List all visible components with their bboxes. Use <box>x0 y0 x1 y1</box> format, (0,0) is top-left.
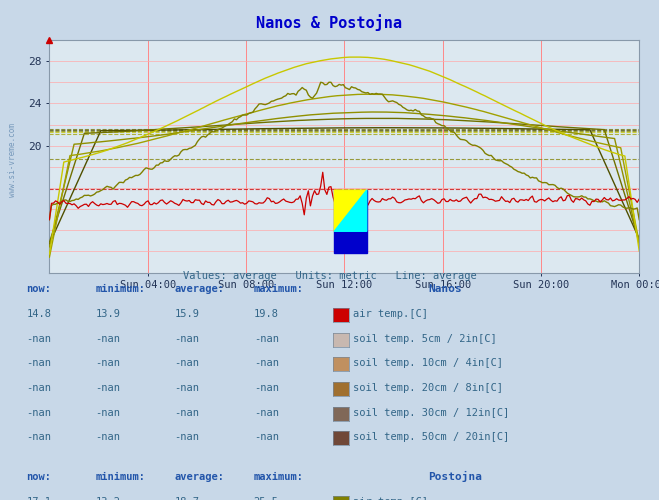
Bar <box>334 190 367 254</box>
Text: -nan: -nan <box>26 383 51 393</box>
Text: Values: average   Units: metric   Line: average: Values: average Units: metric Line: aver… <box>183 271 476 281</box>
Text: 13.2: 13.2 <box>96 496 121 500</box>
Text: maximum:: maximum: <box>254 472 304 482</box>
Text: -nan: -nan <box>254 432 279 442</box>
Text: maximum:: maximum: <box>254 284 304 294</box>
Text: soil temp. 50cm / 20in[C]: soil temp. 50cm / 20in[C] <box>353 432 509 442</box>
Text: www.si-vreme.com: www.si-vreme.com <box>8 123 17 197</box>
Text: minimum:: minimum: <box>96 472 146 482</box>
Text: -nan: -nan <box>254 358 279 368</box>
Text: -nan: -nan <box>26 432 51 442</box>
Text: soil temp. 10cm / 4in[C]: soil temp. 10cm / 4in[C] <box>353 358 503 368</box>
Text: Postojna: Postojna <box>428 471 482 482</box>
Text: -nan: -nan <box>175 358 200 368</box>
Text: -nan: -nan <box>175 432 200 442</box>
Text: 13.9: 13.9 <box>96 309 121 319</box>
Text: -nan: -nan <box>96 432 121 442</box>
Text: 14.8: 14.8 <box>26 309 51 319</box>
Text: 18.7: 18.7 <box>175 496 200 500</box>
Text: Nanos & Postojna: Nanos & Postojna <box>256 14 403 31</box>
Text: 25.5: 25.5 <box>254 496 279 500</box>
Text: -nan: -nan <box>96 383 121 393</box>
Text: minimum:: minimum: <box>96 284 146 294</box>
Text: soil temp. 20cm / 8in[C]: soil temp. 20cm / 8in[C] <box>353 383 503 393</box>
Text: -nan: -nan <box>96 408 121 418</box>
Text: -nan: -nan <box>96 358 121 368</box>
Text: -nan: -nan <box>175 383 200 393</box>
Text: air temp.[C]: air temp.[C] <box>353 309 428 319</box>
Text: -nan: -nan <box>26 334 51 344</box>
Text: -nan: -nan <box>26 408 51 418</box>
Text: -nan: -nan <box>254 334 279 344</box>
Text: soil temp. 30cm / 12in[C]: soil temp. 30cm / 12in[C] <box>353 408 509 418</box>
Polygon shape <box>334 190 367 232</box>
Text: average:: average: <box>175 472 225 482</box>
Text: -nan: -nan <box>96 334 121 344</box>
Text: 19.8: 19.8 <box>254 309 279 319</box>
Text: now:: now: <box>26 472 51 482</box>
Text: 17.1: 17.1 <box>26 496 51 500</box>
Text: soil temp. 5cm / 2in[C]: soil temp. 5cm / 2in[C] <box>353 334 496 344</box>
Text: average:: average: <box>175 284 225 294</box>
Text: -nan: -nan <box>254 408 279 418</box>
Text: -nan: -nan <box>175 334 200 344</box>
Text: -nan: -nan <box>175 408 200 418</box>
Text: -nan: -nan <box>26 358 51 368</box>
Text: Nanos: Nanos <box>428 284 462 294</box>
Text: -nan: -nan <box>254 383 279 393</box>
Text: now:: now: <box>26 284 51 294</box>
Text: air temp.[C]: air temp.[C] <box>353 496 428 500</box>
Polygon shape <box>334 190 367 232</box>
Text: 15.9: 15.9 <box>175 309 200 319</box>
